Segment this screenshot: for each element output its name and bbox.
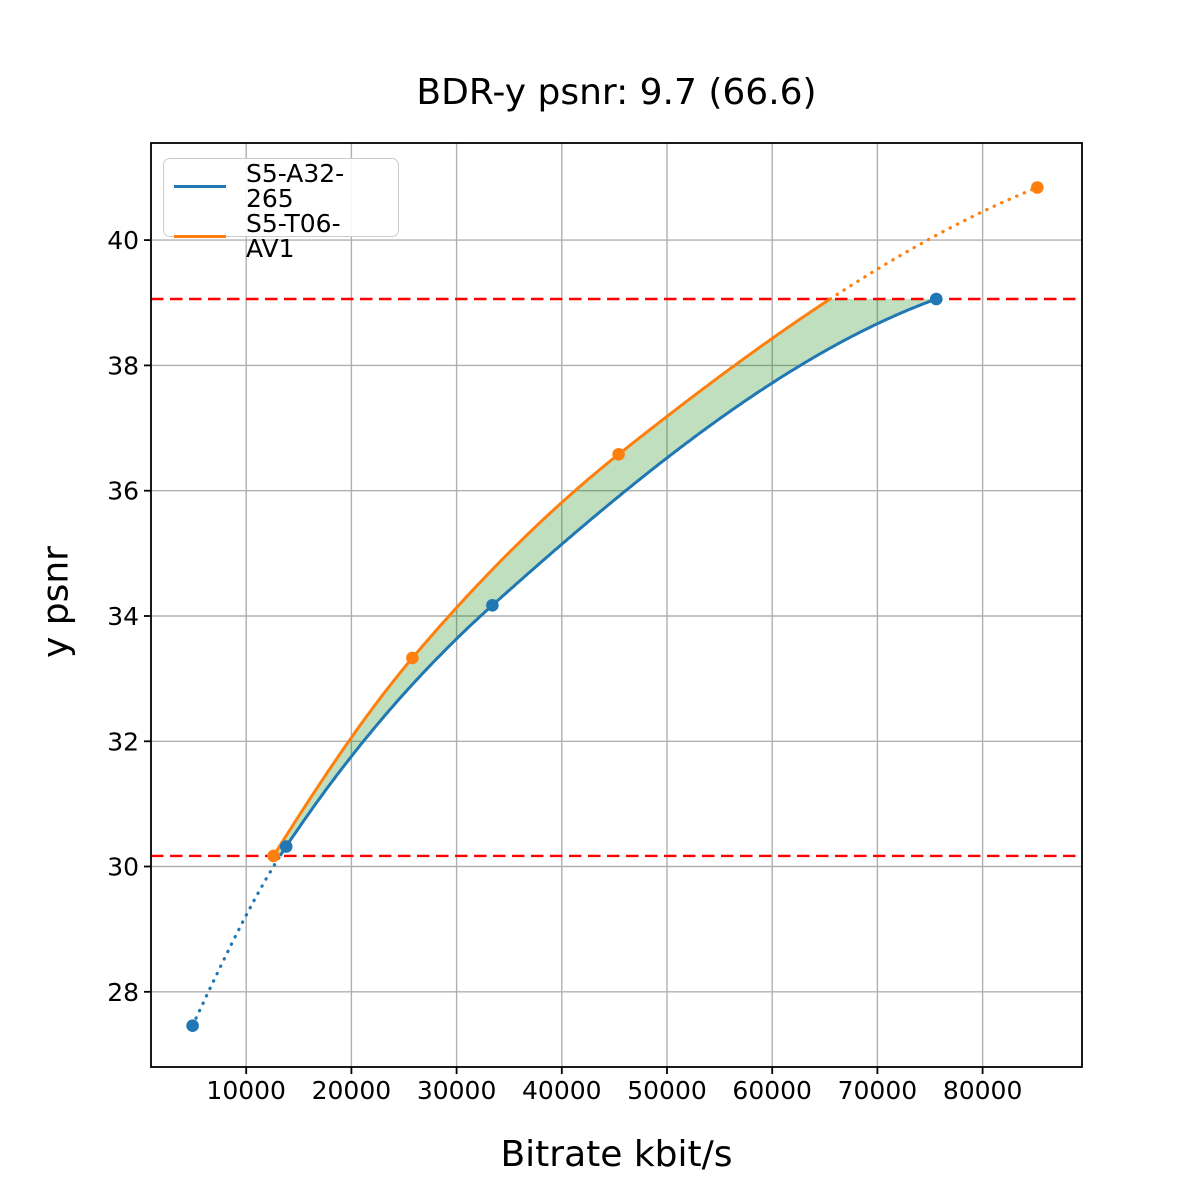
- series-line-S5-A32-265: [278, 297, 937, 857]
- y-tick-label: 32: [107, 727, 139, 756]
- y-axis-label: y psnr: [35, 546, 77, 658]
- plot-frame: [150, 142, 1083, 1068]
- legend-item-S5-A32-265: S5-A32-265: [174, 161, 388, 211]
- data-point-marker-S5-A32-265: [279, 840, 293, 853]
- x-tick-label: 50000: [627, 1076, 707, 1105]
- legend: S5-A32-265 S5-T06-AV1: [163, 158, 399, 261]
- x-tick-label: 30000: [417, 1076, 497, 1105]
- data-point-marker-S5-A32-265: [486, 599, 499, 612]
- data-point-marker-S5-A32-265: [186, 1019, 199, 1032]
- x-tick-label: 10000: [206, 1076, 286, 1105]
- series-line-S5-T06-AV1: [272, 297, 832, 857]
- series-line-dotted-S5-T06-AV1: [828, 185, 1039, 301]
- x-tick-label: 80000: [943, 1076, 1023, 1105]
- legend-label: S5-T06-AV1: [246, 209, 341, 263]
- data-point-marker-S5-T06-AV1: [406, 651, 419, 665]
- legend-line-swatch: [174, 234, 226, 238]
- legend-item-S5-T06-AV1: S5-T06-AV1: [174, 211, 388, 261]
- y-tick-label: 38: [107, 351, 139, 380]
- data-point-marker-S5-T06-AV1: [267, 849, 280, 863]
- y-tick-label: 30: [107, 853, 139, 882]
- data-point-marker-S5-T06-AV1: [1031, 181, 1044, 194]
- y-tick-label: 40: [107, 226, 139, 255]
- x-tick-label: 40000: [522, 1076, 602, 1105]
- y-tick-label: 34: [107, 602, 139, 631]
- x-tick-label: 60000: [732, 1076, 812, 1105]
- y-tick-label: 28: [107, 978, 139, 1007]
- chart-title: BDR-y psnr: 9.7 (66.6): [416, 72, 817, 113]
- x-axis-label: Bitrate kbit/s: [500, 1134, 733, 1175]
- y-tick-label: 36: [107, 477, 139, 506]
- data-point-marker-S5-A32-265: [930, 292, 943, 306]
- data-point-marker-S5-T06-AV1: [612, 448, 625, 461]
- legend-label: S5-A32-265: [246, 159, 345, 213]
- series-line-dotted-S5-A32-265: [191, 854, 282, 1028]
- legend-line-swatch: [174, 184, 226, 188]
- bd-rate-fill-region: [273, 299, 937, 856]
- x-tick-label: 20000: [312, 1076, 392, 1105]
- x-tick-label: 70000: [838, 1076, 918, 1105]
